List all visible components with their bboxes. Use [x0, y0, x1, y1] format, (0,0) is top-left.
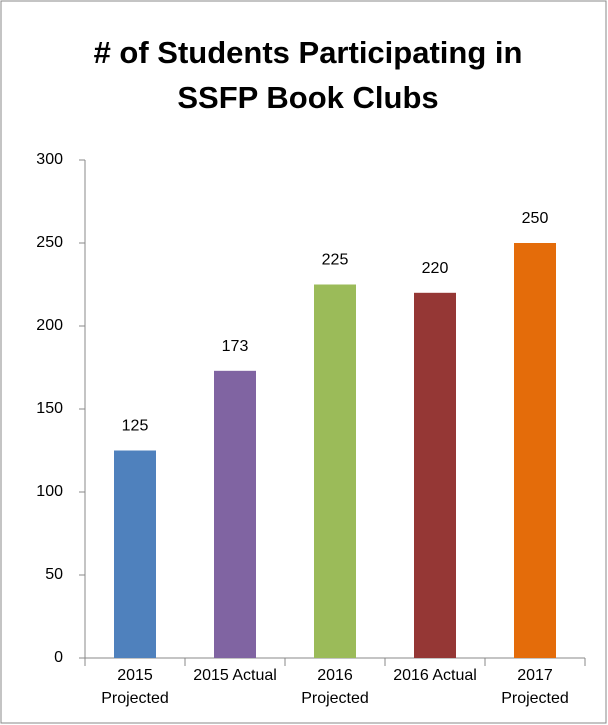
y-tick-label: 50	[45, 566, 63, 583]
x-tick-label: 2017 Projected	[501, 667, 569, 707]
data-label: 250	[522, 210, 549, 227]
x-tick-label: 2015 Projected	[101, 667, 169, 707]
x-tick-label: 2016 Actual	[393, 667, 477, 684]
y-tick-label: 250	[36, 234, 63, 251]
data-label: 173	[222, 338, 249, 355]
data-label: 225	[322, 252, 349, 269]
data-label: 220	[422, 260, 449, 277]
x-tick-label: 2016 Projected	[301, 667, 369, 707]
bar	[514, 243, 556, 658]
data-label: 125	[122, 418, 149, 435]
bar	[214, 370, 256, 658]
bar	[414, 292, 456, 658]
y-tick-label: 100	[36, 483, 63, 500]
bar	[114, 450, 156, 658]
y-tick-label: 200	[36, 317, 63, 334]
y-tick-label: 300	[36, 151, 63, 168]
y-tick-label: 0	[54, 649, 63, 666]
x-tick-label: 2015 Actual	[193, 667, 277, 684]
chart-title: # of Students Participating in SSFP Book…	[93, 35, 523, 115]
y-tick-label: 150	[36, 400, 63, 417]
bar	[314, 284, 356, 658]
